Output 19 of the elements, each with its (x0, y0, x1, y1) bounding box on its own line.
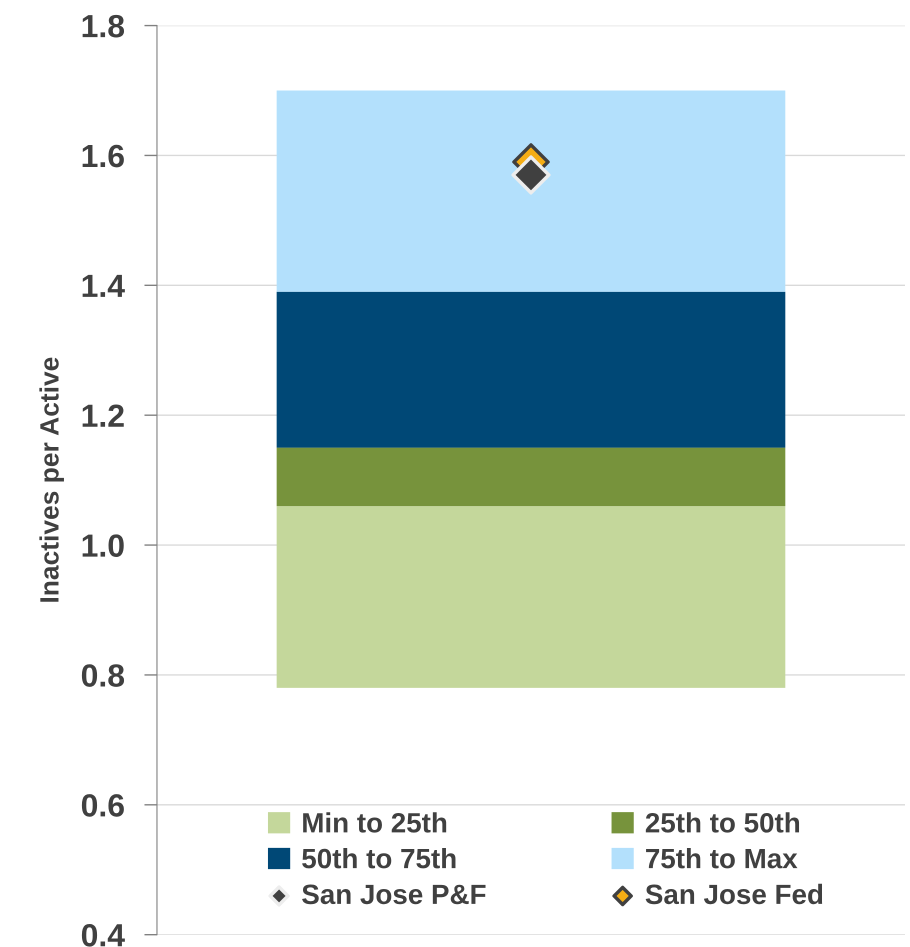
legend-label: 25th to 50th (646, 812, 800, 833)
legend-label: San Jose Fed (646, 884, 822, 904)
bar (276, 90, 786, 292)
y-tick-label: 0.6 (82, 794, 124, 817)
y-tick-label: 0.8 (82, 664, 124, 687)
legend-label: San Jose P&F (302, 884, 486, 904)
legend-label: Min to 25th (303, 812, 446, 833)
y-tick-label: 1.0 (82, 534, 124, 557)
bar (276, 292, 786, 448)
y-tick-label: 1.6 (82, 144, 124, 168)
y-axis-title: Inactives per Active (39, 358, 64, 602)
y-tick-label: 1.2 (82, 404, 124, 427)
legend-label: 75th to Max (646, 848, 798, 868)
legend-label: 50th to 75th (302, 848, 456, 868)
y-tick-label: 0.4 (82, 924, 125, 947)
bar (276, 448, 786, 506)
y-tick-label: 1.8 (82, 14, 124, 38)
y-tick-label: 1.4 (82, 274, 125, 297)
bar (276, 506, 786, 688)
